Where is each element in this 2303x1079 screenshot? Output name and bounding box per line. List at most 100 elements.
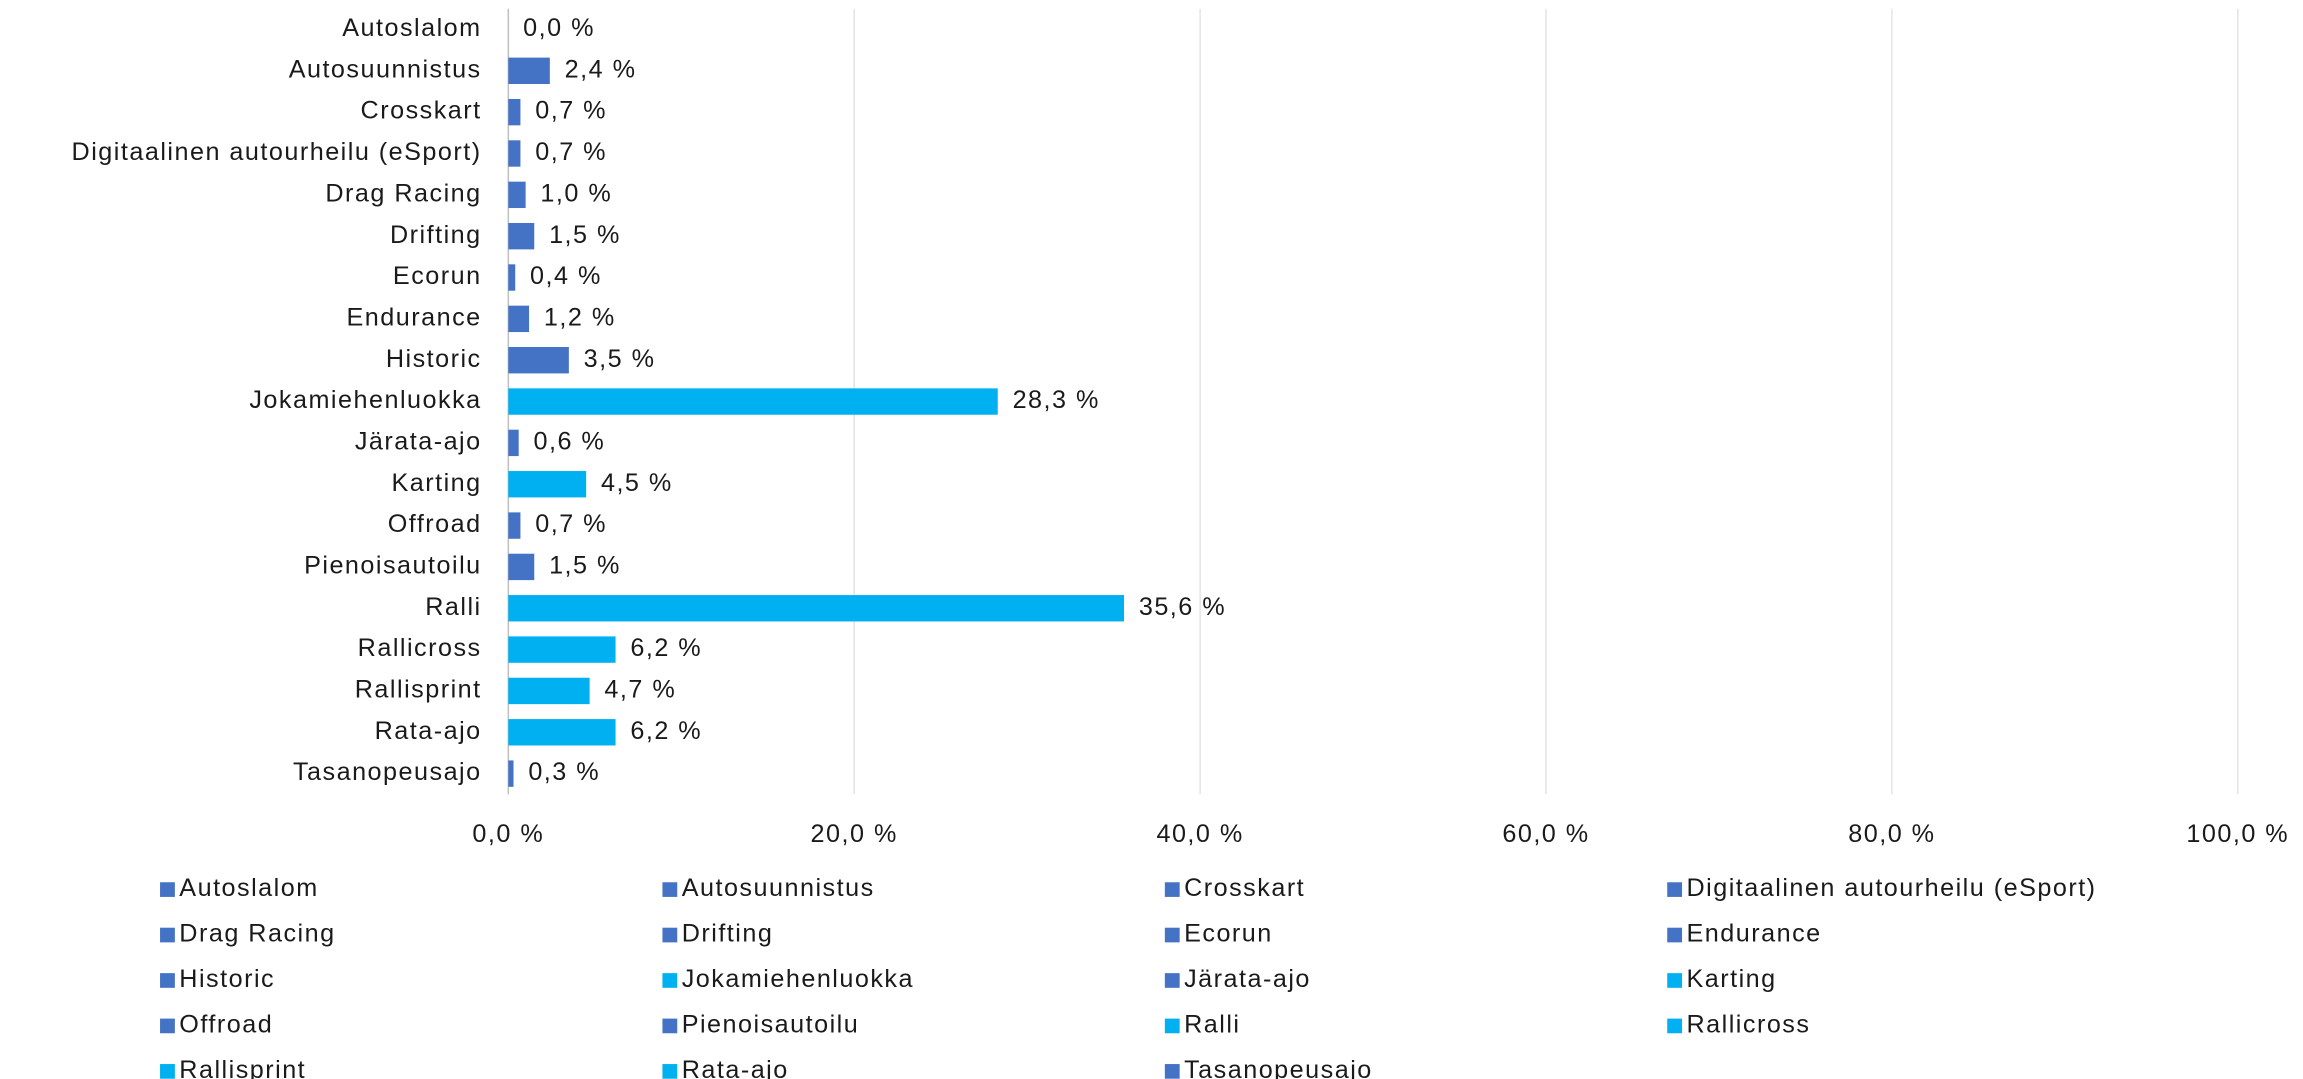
legend-swatch	[662, 882, 678, 897]
legend-label: Rata-ajo	[682, 1056, 789, 1079]
y-tick-label: Tasanopeusajo	[293, 758, 482, 786]
y-tick-label: Endurance	[346, 304, 481, 332]
legend-swatch	[1164, 882, 1180, 897]
data-label: 4,7 %	[604, 676, 676, 704]
data-label: 0,7 %	[535, 510, 607, 538]
y-tick-label: Rata-ajo	[375, 717, 482, 745]
legend-swatch	[662, 973, 678, 988]
legend-swatch	[160, 927, 175, 943]
legend-label: Digitaalinen autourheilu (eSport)	[1686, 874, 2096, 902]
legend-swatch	[160, 973, 175, 988]
legend-label: Jokamiehenluokka	[682, 965, 914, 993]
y-tick-label: Historic	[386, 345, 482, 373]
legend-label: Offroad	[179, 1011, 273, 1039]
legend-label: Drifting	[682, 920, 774, 948]
x-tick-label: 100,0 %	[2186, 820, 2289, 848]
bar	[508, 471, 587, 498]
y-tick-label: Drag Racing	[325, 180, 481, 208]
bar	[508, 595, 1125, 622]
data-label: 2,4 %	[565, 56, 637, 84]
bar	[508, 305, 530, 333]
bar	[508, 553, 535, 581]
data-label: 3,5 %	[584, 345, 656, 373]
bar	[508, 347, 569, 374]
y-tick-label: Jokamiehenluokka	[249, 386, 481, 414]
legend-label: Crosskart	[1184, 874, 1305, 902]
legend-label: Ecorun	[1184, 920, 1273, 948]
data-label: 0,3 %	[528, 758, 600, 786]
bar	[508, 760, 514, 787]
legend-swatch	[1164, 1018, 1180, 1034]
data-label: 1,0 %	[540, 180, 612, 208]
legend-swatch	[160, 882, 175, 897]
x-tick-label: 20,0 %	[811, 820, 898, 848]
data-label: 0,0 %	[523, 14, 595, 42]
bar	[508, 429, 519, 457]
bar	[508, 181, 526, 209]
legend-swatch	[1164, 1064, 1180, 1079]
legend-label: Rallisprint	[179, 1056, 306, 1079]
bar	[508, 512, 521, 539]
data-label: 6,2 %	[630, 634, 702, 662]
bar	[508, 98, 521, 126]
data-label: 1,5 %	[549, 552, 621, 580]
legend-swatch	[1164, 927, 1180, 943]
legend-swatch	[1667, 1018, 1683, 1034]
y-tick-label: Karting	[391, 469, 481, 497]
legend-swatch	[662, 1018, 678, 1034]
legend-label: Järata-ajo	[1184, 965, 1311, 993]
bar	[508, 222, 535, 250]
y-tick-label: Drifting	[390, 221, 482, 249]
y-tick-label: Autosuunnistus	[289, 56, 482, 84]
y-tick-label: Järata-ajo	[355, 428, 482, 456]
legend-swatch	[662, 1064, 678, 1079]
data-label: 0,4 %	[530, 262, 602, 290]
data-label: 0,7 %	[535, 138, 607, 166]
legend-swatch	[1164, 973, 1180, 988]
legend-swatch	[1667, 882, 1683, 897]
y-tick-label: Ecorun	[393, 262, 482, 290]
y-tick-label: Autoslalom	[342, 14, 481, 42]
data-label: 1,2 %	[544, 304, 616, 332]
x-tick-label: 0,0 %	[472, 820, 544, 848]
legend-label: Autosuunnistus	[682, 874, 875, 902]
legend-swatch	[160, 1018, 175, 1034]
bar	[508, 388, 998, 415]
legend-label: Ralli	[1184, 1011, 1240, 1039]
bar	[508, 57, 550, 85]
bar	[508, 140, 521, 167]
legend-label: Rallicross	[1686, 1011, 1810, 1039]
y-tick-label: Rallicross	[358, 634, 482, 662]
y-tick-label: Offroad	[388, 510, 482, 538]
data-label: 6,2 %	[630, 717, 702, 745]
bar	[508, 264, 516, 291]
bar	[508, 719, 616, 746]
legend-label: Autoslalom	[179, 874, 318, 902]
data-label: 4,5 %	[601, 469, 673, 497]
legend-label: Karting	[1686, 965, 1776, 993]
x-tick-label: 80,0 %	[1848, 820, 1935, 848]
legend-label: Endurance	[1686, 920, 1821, 948]
legend-swatch	[1667, 927, 1683, 943]
data-label: 28,3 %	[1013, 386, 1100, 414]
data-label: 0,7 %	[535, 97, 607, 125]
y-tick-label: Digitaalinen autourheilu (eSport)	[72, 138, 482, 166]
y-tick-label: Pienoisautoilu	[304, 552, 482, 580]
legend-swatch	[1667, 973, 1683, 988]
data-label: 35,6 %	[1139, 593, 1226, 621]
data-label: 1,5 %	[549, 221, 621, 249]
legend-label: Drag Racing	[179, 920, 335, 948]
y-tick-label: Rallisprint	[355, 676, 482, 704]
bar	[508, 636, 616, 663]
y-tick-label: Crosskart	[361, 97, 482, 125]
data-label: 0,6 %	[534, 428, 606, 456]
bar	[508, 677, 590, 705]
x-tick-label: 60,0 %	[1502, 820, 1589, 848]
legend-label: Pienoisautoilu	[682, 1011, 860, 1039]
legend-swatch	[662, 927, 678, 943]
legend-swatch	[160, 1064, 175, 1079]
x-tick-label: 40,0 %	[1156, 820, 1243, 848]
legend-label: Tasanopeusajo	[1184, 1056, 1373, 1079]
y-tick-label: Ralli	[425, 593, 481, 621]
